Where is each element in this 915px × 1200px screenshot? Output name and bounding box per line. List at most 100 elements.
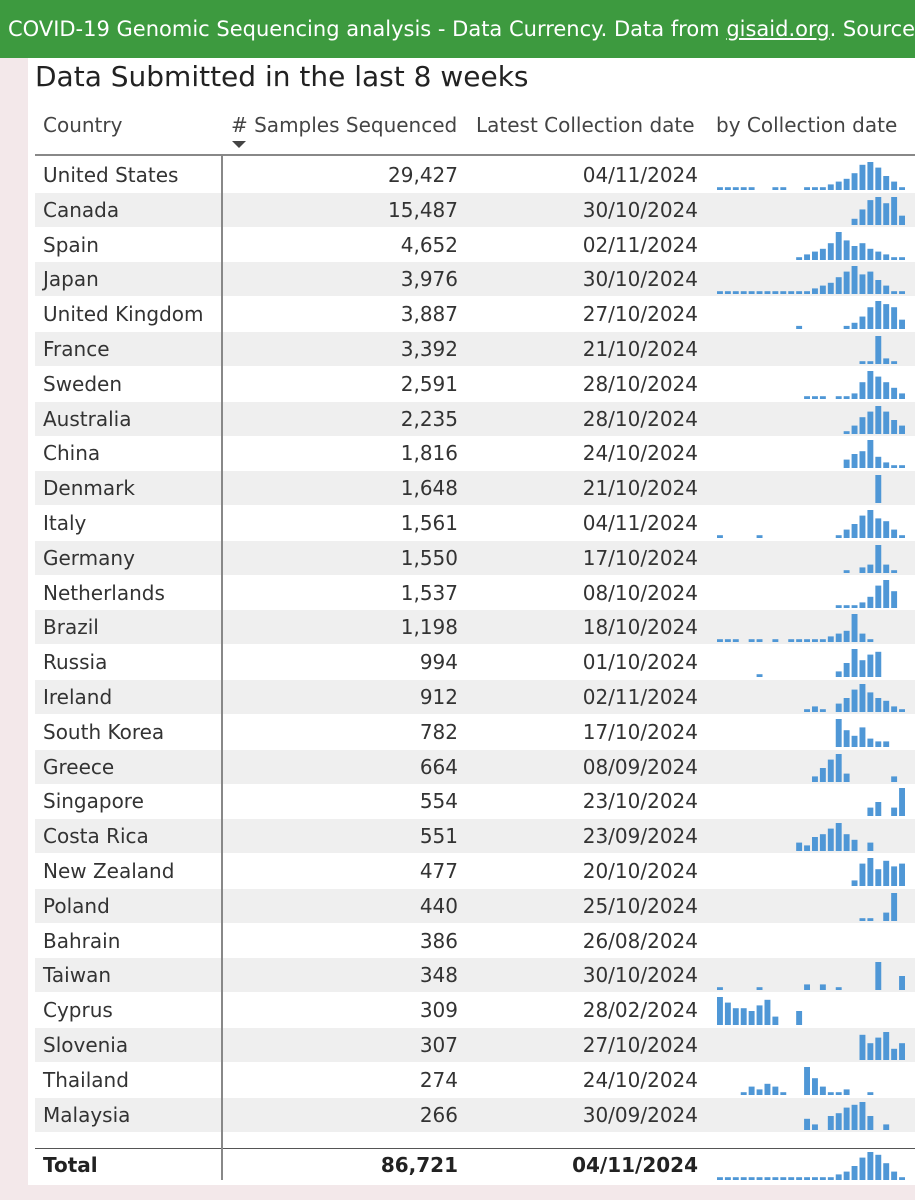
country: China [43,441,101,466]
spark-bar [772,1016,779,1026]
spark-bar [891,892,898,921]
spark-bar [772,291,779,295]
spark-bar [859,209,866,225]
spark-bar [812,1123,818,1130]
sparkline [756,649,882,678]
spark-bar [724,291,731,295]
sparkline [835,718,890,747]
sparkline [717,510,905,538]
spark-bar [796,639,803,643]
sample-count: 2,235 [400,406,458,431]
spark-bar [851,393,858,399]
spark-bar [867,917,874,921]
latest-date: 04/11/2024 [582,511,698,535]
spark-bar [740,1177,747,1180]
sparkline [859,892,898,921]
spark-bar [819,395,826,399]
banner-text: COVID-19 Genomic Sequencing analysis - D… [8,17,727,41]
country: Poland [43,893,110,918]
spark-bar [796,326,803,330]
link[interactable]: gisaid.org [726,17,830,41]
spark-bar [812,395,818,399]
country: United Kingdom [43,302,204,327]
latest-date: 23/10/2024 [582,789,698,814]
spark-bar [891,196,898,225]
spark-bar [724,639,731,643]
spark-bar [827,1091,834,1095]
country: Netherlands [43,580,165,605]
country: Malaysia [43,1102,131,1127]
spark-bar [812,1077,818,1095]
spark-bar [780,1177,787,1180]
spark-bar [851,218,858,225]
spark-bar [859,451,866,469]
spark-bar [891,866,898,886]
sparkline [875,475,882,504]
spark-bar [867,738,874,747]
spark-bar [717,639,723,643]
spark-bar [812,639,818,643]
spark-bar [859,1101,866,1130]
spark-bar [843,773,850,782]
spark-bar [867,271,874,295]
divider [35,154,915,156]
spark-bar [851,839,858,852]
column-header[interactable]: # Samples Sequenced [231,113,458,137]
spark-bar [891,529,898,538]
spark-bar [796,256,803,260]
spark-bar [883,564,890,573]
spark-bar [796,1177,803,1180]
spark-bar [724,1177,731,1180]
latest-date: 27/10/2024 [582,302,698,327]
country: New Zealand [43,859,175,883]
spark-bar [812,837,818,852]
spark-bar [875,802,882,817]
spark-bar [875,167,882,190]
spark-bar [756,1005,763,1026]
spark-bar [827,636,834,643]
spark-bar [867,596,874,608]
spark-bar [804,984,810,991]
spark-bar [899,215,905,225]
country: Italy [43,511,87,535]
spark-bar [819,709,826,712]
spark-bar [819,1177,826,1180]
spark-bar [899,291,905,295]
table-row [35,540,915,575]
spark-bar [867,564,874,573]
spark-bar [867,807,874,817]
spark-bar [883,1032,890,1060]
sparkline [859,1032,905,1060]
spark-bar [835,1112,842,1130]
sparkline [804,370,905,399]
country: Greece [43,754,115,779]
sample-count: 477 [419,859,458,883]
spark-bar [835,1091,842,1095]
spark-bar [843,459,850,469]
spark-bar [827,828,834,852]
latest-date: 30/10/2024 [582,963,698,988]
spark-bar [899,1043,905,1060]
table-row [35,471,915,506]
spark-bar [891,387,898,399]
spark-bar [883,1163,890,1180]
spark-bar [891,590,898,608]
table-row [35,680,915,714]
latest-date: 24/10/2024 [582,1067,698,1092]
spark-bar [827,1115,834,1130]
latest-date: 24/10/2024 [582,441,698,466]
title: Data Submitted in the last 8 weeks [35,60,529,93]
spark-bar [804,291,810,295]
spark-bar [827,759,834,782]
spark-bar [891,465,898,469]
spark-bar [899,425,905,434]
spark-bar [851,614,858,643]
spark-bar [717,291,723,295]
spark-bar [851,524,858,538]
latest-date: 20/10/2024 [582,859,698,883]
latest-date: 30/10/2024 [582,197,698,222]
latest-date: 17/10/2024 [582,545,698,570]
spark-bar [851,266,858,295]
sample-count: 1,198 [400,615,458,640]
